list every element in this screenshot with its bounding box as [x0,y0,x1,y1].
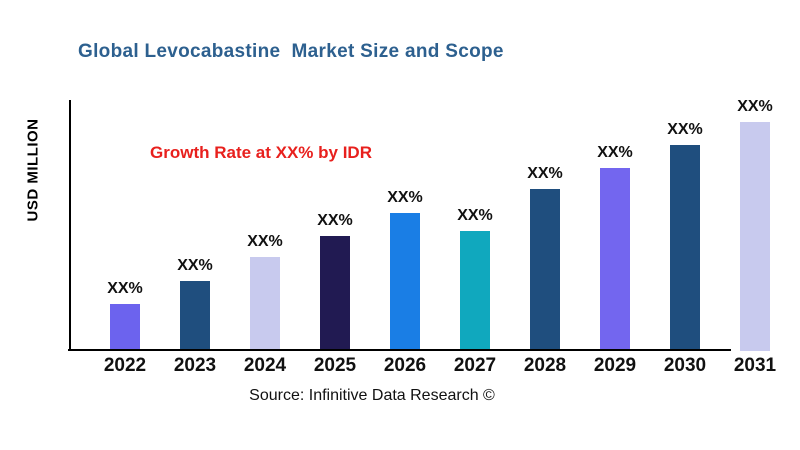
y-axis-label: USD MILLION [24,118,42,222]
bar-value-label-2024: XX% [247,233,283,250]
bar-2030 [670,145,700,351]
x-tick-label-2023: 2023 [173,355,217,376]
y-axis-line [69,100,71,351]
bar-2025 [320,236,350,351]
growth-rate-annotation: Growth Rate at XX% by IDR [150,143,372,162]
x-tick-label-2030: 2030 [663,355,707,376]
bar-value-label-2031: XX% [737,98,773,115]
bar-value-label-2026: XX% [387,189,423,206]
bar-value-label-2023: XX% [177,257,213,274]
bar-value-label-2028: XX% [527,165,563,182]
x-axis-line [68,349,731,351]
x-tick-label-2026: 2026 [383,355,427,376]
bar-2029 [600,168,630,351]
bar-value-label-2022: XX% [107,280,143,297]
bar-value-label-2029: XX% [597,144,633,161]
x-tick-label-2028: 2028 [523,355,567,376]
bar-2026 [390,213,420,351]
source-note: Source: Infinitive Data Research © [249,387,495,404]
bar-value-label-2025: XX% [317,212,353,229]
bar-value-label-2027: XX% [457,207,493,224]
x-tick-label-2031: 2031 [733,355,777,376]
bar-2028 [530,189,560,351]
x-tick-label-2027: 2027 [453,355,497,376]
x-tick-label-2024: 2024 [243,355,287,376]
bar-value-label-2030: XX% [667,121,703,138]
bar-2031 [740,122,770,351]
x-tick-label-2025: 2025 [313,355,357,376]
x-tick-label-2029: 2029 [593,355,637,376]
bar-2023 [180,281,210,351]
bar-2022 [110,304,140,351]
bar-2024 [250,257,280,351]
bar-2027 [460,231,490,351]
chart-title: Global Levocabastine Market Size and Sco… [78,41,504,62]
x-tick-label-2022: 2022 [103,355,147,376]
